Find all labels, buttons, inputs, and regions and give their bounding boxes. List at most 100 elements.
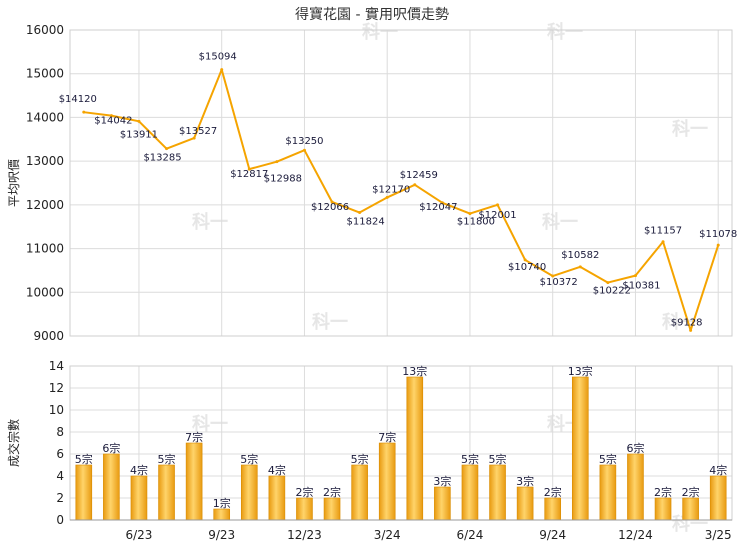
volume-bar (103, 453, 120, 521)
watermark-text: 科一 (672, 118, 708, 140)
price-data-label: $12817 (230, 169, 268, 180)
volume-data-label: 3宗 (516, 474, 534, 488)
volume-data-label: 2宗 (682, 485, 700, 499)
price-data-label: $10222 (593, 286, 631, 297)
volume-tick-label: 10 (49, 403, 64, 417)
volume-data-label: 7宗 (378, 430, 396, 444)
volume-data-label: 5宗 (351, 452, 369, 466)
x-tick-label: 9/23 (208, 528, 235, 542)
volume-tick-label: 12 (49, 381, 64, 395)
volume-bar (406, 376, 424, 521)
price-data-label: $11078 (699, 229, 737, 240)
volume-bar (75, 464, 93, 521)
volume-bar (378, 442, 396, 521)
volume-data-label: 2宗 (323, 485, 341, 499)
price-data-label: $11824 (347, 217, 385, 228)
price-tick-label: 9000 (33, 329, 64, 343)
watermark-text: 科一 (192, 211, 228, 233)
volume-data-label: 5宗 (599, 452, 617, 466)
watermark-text: 科一 (192, 413, 228, 435)
volume-bar (434, 486, 451, 521)
price-point (468, 212, 472, 216)
price-data-label: $13250 (285, 136, 323, 147)
volume-data-label: 7宗 (185, 430, 203, 444)
volume-tick-label: 14 (49, 359, 64, 373)
volume-data-label: 4宗 (709, 463, 727, 477)
watermark-text: 科一 (542, 211, 578, 233)
price-tick-label: 16000 (26, 23, 64, 37)
price-tick-label: 13000 (26, 154, 64, 168)
price-tick-label: 12000 (26, 198, 64, 212)
volume-tick-label: 4 (56, 469, 64, 483)
chart-title: 得寶花園 - 實用呎價走勢 (295, 6, 449, 23)
price-point (247, 167, 251, 171)
price-data-label: $13527 (179, 126, 217, 137)
price-point (137, 119, 141, 123)
price-data-label: $9128 (671, 317, 703, 328)
volume-data-label: 6宗 (102, 441, 120, 455)
price-data-label: $12170 (372, 184, 410, 195)
price-data-label: $14120 (59, 94, 97, 105)
x-tick-label: 12/24 (618, 528, 653, 542)
price-point (275, 160, 279, 164)
x-tick-label: 3/24 (374, 528, 401, 542)
price-data-label: $10381 (622, 281, 660, 292)
volume-bar (185, 442, 203, 521)
price-point (385, 195, 389, 199)
volume-bar (544, 497, 562, 521)
volume-data-label: 13宗 (402, 364, 427, 378)
price-data-label: $12001 (478, 210, 516, 221)
volume-tick-label: 8 (56, 425, 64, 439)
price-data-label: $13285 (143, 153, 181, 164)
volume-bar (351, 464, 368, 521)
price-point (220, 68, 224, 72)
volume-data-label: 5宗 (240, 452, 258, 466)
price-data-label: $14042 (94, 116, 132, 127)
price-data-label: $11800 (457, 217, 495, 228)
price-point (165, 147, 169, 151)
price-point (578, 265, 582, 269)
price-point (496, 203, 500, 207)
price-data-label: $12066 (311, 202, 349, 213)
price-point (413, 183, 417, 187)
x-tick-label: 3/25 (705, 528, 732, 542)
volume-bar (654, 497, 672, 521)
price-point (551, 274, 555, 278)
volume-data-label: 13宗 (568, 364, 593, 378)
volume-bar (599, 464, 617, 521)
price-data-label: $10582 (561, 250, 599, 261)
volume-tick-label: 0 (56, 513, 64, 527)
volume-bar (682, 497, 699, 521)
volume-bar (571, 376, 589, 521)
volume-tick-label: 2 (56, 491, 64, 505)
price-axis-label: 平均呎價 (7, 159, 21, 207)
watermark-text: 科一 (672, 513, 708, 535)
price-point (82, 110, 86, 114)
watermark-text: 科一 (547, 21, 583, 43)
price-point (330, 200, 334, 204)
price-point (523, 258, 527, 262)
price-data-label: $12047 (419, 202, 457, 213)
volume-bar (323, 497, 341, 521)
price-plot-frame (69, 29, 733, 337)
volume-bar-chart: 0 2 4 6 8 10 12 14 6/23 9/23 12/23 3/24 6/24 9/24 12/2… (49, 359, 733, 542)
price-tick-label: 11000 (26, 242, 64, 256)
volume-bar (627, 453, 644, 521)
price-data-label: $13911 (120, 129, 158, 140)
volume-bar (240, 464, 258, 521)
price-data-label: $12459 (400, 170, 438, 181)
price-point (302, 148, 306, 152)
volume-data-label: 2宗 (654, 485, 672, 499)
volume-data-label: 1宗 (213, 496, 231, 510)
watermark-text: 科一 (362, 21, 398, 43)
volume-data-label: 4宗 (130, 463, 148, 477)
volume-data-label: 4宗 (268, 463, 286, 477)
volume-data-label: 2宗 (295, 485, 313, 499)
x-tick-label: 9/24 (539, 528, 566, 542)
price-tick-label: 14000 (26, 110, 64, 124)
volume-bar (130, 475, 148, 521)
volume-data-label: 6宗 (626, 441, 644, 455)
